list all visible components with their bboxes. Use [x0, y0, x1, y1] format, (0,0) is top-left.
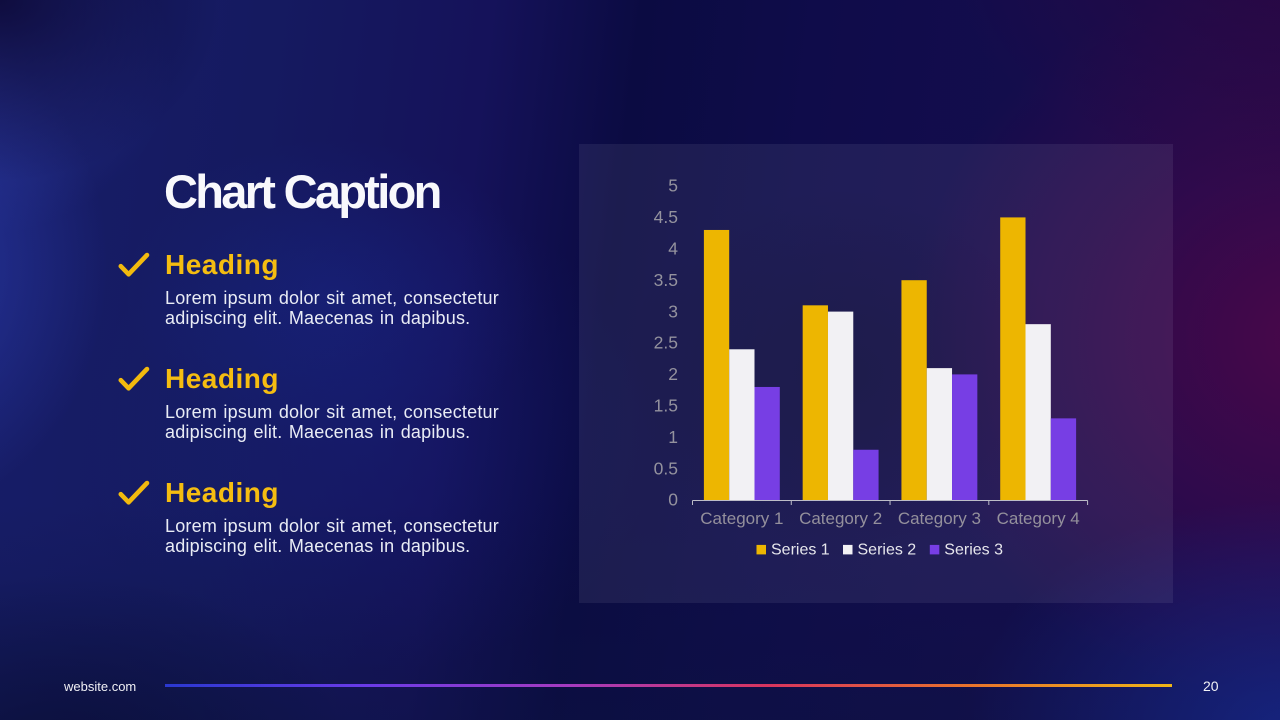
- svg-text:Category 2: Category 2: [799, 509, 882, 528]
- svg-text:Category 1: Category 1: [700, 509, 783, 528]
- svg-text:Series 1: Series 1: [771, 541, 830, 558]
- svg-text:Series 2: Series 2: [858, 541, 917, 558]
- svg-text:4.5: 4.5: [654, 207, 678, 227]
- svg-text:2.5: 2.5: [654, 333, 678, 353]
- svg-text:3: 3: [668, 301, 678, 321]
- svg-text:1: 1: [668, 427, 678, 447]
- svg-text:4: 4: [668, 239, 678, 259]
- svg-text:Category 4: Category 4: [997, 509, 1080, 528]
- svg-text:3.5: 3.5: [654, 270, 678, 290]
- svg-text:1.5: 1.5: [654, 396, 678, 416]
- svg-text:2: 2: [668, 364, 678, 384]
- svg-text:Category 3: Category 3: [898, 509, 981, 528]
- svg-text:0: 0: [668, 490, 678, 510]
- svg-text:5: 5: [668, 176, 678, 196]
- svg-text:0.5: 0.5: [654, 458, 678, 478]
- svg-text:Series 3: Series 3: [944, 541, 1003, 558]
